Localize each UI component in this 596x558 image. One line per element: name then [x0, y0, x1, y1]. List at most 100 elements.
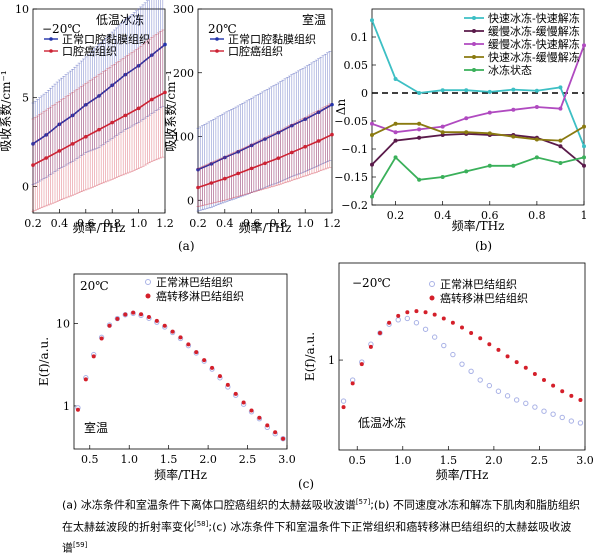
y-axis-label: Δn	[334, 99, 348, 116]
data-point	[263, 161, 267, 166]
data-point	[440, 130, 445, 135]
data-point	[210, 365, 215, 370]
caption-ref-1: [57]	[355, 498, 371, 506]
data-point	[83, 377, 88, 382]
y-tick-label: −0.1	[341, 143, 368, 156]
data-point	[162, 323, 167, 328]
data-point	[582, 43, 586, 48]
data-point	[393, 155, 398, 160]
legend-marker	[49, 37, 53, 41]
condition-annotation: 室温	[84, 420, 108, 435]
data-point	[496, 347, 501, 352]
data-point	[487, 163, 492, 168]
data-point	[170, 329, 175, 334]
caption-part-2: ;(b) 不同速度冰冻和解冻下肌肉和脂肪组织在太赫兹波段的折射率变化	[62, 498, 580, 534]
data-point	[450, 320, 455, 325]
data-point	[440, 133, 445, 137]
temperature-label: 20℃	[80, 279, 109, 293]
x-axis-label: 频率/THz	[239, 220, 292, 235]
data-point	[431, 334, 438, 340]
data-point	[370, 133, 374, 137]
data-point	[139, 312, 144, 317]
data-point	[107, 323, 112, 328]
y-tick-label: 10	[15, 3, 29, 16]
data-point	[123, 312, 128, 317]
data-point	[370, 18, 374, 23]
data-point	[84, 134, 88, 139]
data-point	[542, 378, 546, 383]
series-0	[370, 18, 586, 149]
data-point	[370, 162, 374, 167]
data-point	[196, 185, 200, 190]
data-point	[223, 176, 227, 181]
data-point	[417, 91, 422, 95]
legend-label: 正常口腔黏膜组织	[228, 32, 316, 46]
x-tick-label: 1.5	[160, 453, 178, 466]
data-point	[393, 130, 398, 135]
legend-marker	[429, 295, 435, 301]
x-tick-label: 0.4	[434, 209, 452, 222]
x-tick-label: 1.2	[323, 217, 341, 230]
legend-label: 癌转移淋巴结组织	[440, 291, 528, 305]
data-point	[582, 155, 586, 160]
x-tick-label: 0.5	[348, 454, 366, 467]
legend-marker	[215, 49, 219, 53]
data-point	[202, 358, 207, 363]
data-point	[330, 132, 334, 137]
x-tick-label: 1.0	[120, 453, 138, 466]
y-tick-label: 300	[173, 3, 194, 16]
data-point	[464, 130, 469, 135]
caption-part-3: ;(c) 冰冻条件下和室温条件下正常组织和癌转移淋巴结组织的太赫兹吸收波谱	[62, 520, 572, 555]
x-tick-label: 2.5	[531, 454, 549, 467]
panel-a-frozen: 0.2 0.4 0.6 0.8 1.0 1.2 0 5 10 频率/THz 吸收系数/cm⁻¹ 低温冰…	[0, 0, 174, 235]
data-point	[31, 163, 35, 167]
data-point	[340, 398, 347, 404]
data-point	[290, 150, 294, 155]
series-oral-cancer	[31, 29, 167, 212]
legend-marker	[145, 293, 151, 299]
legend-label: 缓慢冰冻-快速解冻	[488, 37, 580, 51]
condition-annotation: 室温	[302, 12, 326, 27]
data-point	[558, 138, 563, 143]
series-4	[370, 155, 586, 199]
x-tick-label: 1.0	[130, 217, 148, 230]
data-point	[417, 135, 422, 140]
data-point	[303, 144, 308, 149]
data-point	[534, 155, 539, 160]
x-axis-label: 频率/THz	[154, 467, 207, 482]
series-line	[371, 19, 585, 147]
caption-ref-3: [59]	[73, 541, 88, 550]
data-point	[511, 87, 516, 92]
data-point	[440, 124, 445, 129]
data-point	[241, 400, 246, 405]
data-point	[99, 336, 104, 341]
x-tick-label: 0.8	[528, 209, 546, 222]
condition-annotation: 低温冰冻	[358, 415, 406, 430]
data-point	[505, 354, 510, 359]
data-point	[154, 318, 159, 323]
series-line	[371, 132, 585, 167]
data-point	[281, 436, 286, 441]
data-point	[370, 121, 374, 126]
y-tick-label: 0.1	[351, 31, 369, 44]
data-point	[186, 342, 191, 347]
data-point	[558, 144, 563, 149]
y-tick-label: −0.15	[334, 171, 368, 184]
legend-marker	[472, 29, 476, 33]
legend-label: 缓慢冰冻-缓慢解冻	[488, 24, 580, 38]
data-point	[464, 169, 469, 174]
data-point	[486, 382, 493, 389]
data-point	[387, 320, 392, 325]
y-tick-label: 0.05	[344, 59, 369, 72]
data-point	[477, 377, 483, 383]
data-point	[559, 414, 565, 421]
legend-marker	[429, 281, 435, 287]
data-point	[163, 42, 167, 47]
y-axis-label: 吸收系数/cm⁻¹	[0, 70, 13, 151]
data-point	[423, 310, 428, 315]
legend-label: 快速冰冻-快速解冻	[488, 11, 580, 25]
legend-label: 口腔癌组织	[62, 44, 117, 58]
y-tick-label: 0	[361, 87, 368, 100]
legend-marker	[472, 42, 476, 46]
x-tick-label: 1	[581, 209, 588, 222]
